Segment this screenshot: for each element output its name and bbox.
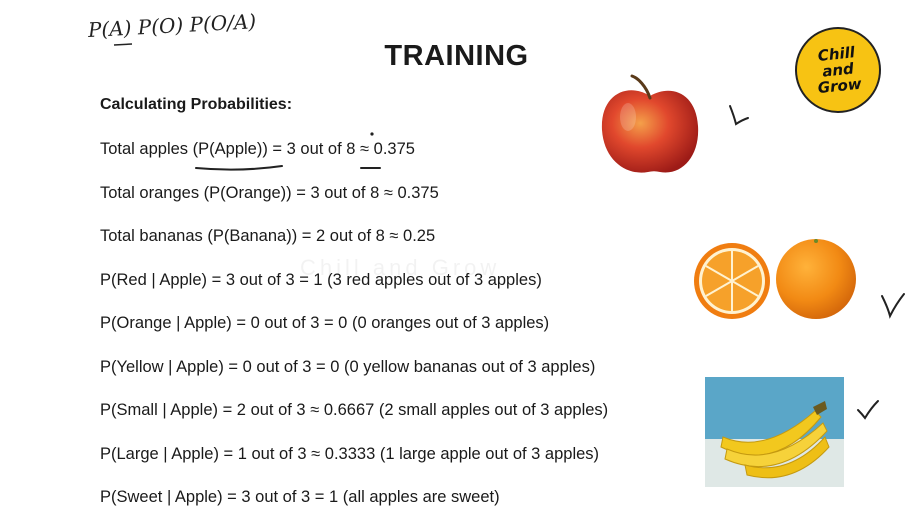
check-mark-icon (881, 293, 905, 319)
section-heading: Calculating Probabilities: (100, 96, 293, 113)
chill-and-grow-logo: Chill and Grow (790, 22, 886, 118)
probability-line-apple: Total apples (P(Apple)) = 3 out of 8 ≈ 0… (100, 140, 415, 158)
probability-line-orange-given-apple: P(Orange | Apple) = 0 out of 3 = 0 (0 or… (100, 314, 550, 332)
handwritten-note: P(A) P(O) P(O/A) (87, 9, 257, 42)
probability-list: Total apples (P(Apple)) = 3 out of 8 ≈ 0… (100, 138, 700, 523)
banana-image (705, 377, 844, 487)
probability-line-red-given-apple: P(Red | Apple) = 3 out of 3 = 1 (3 red a… (100, 270, 542, 289)
orange-image (694, 239, 856, 319)
probability-line-yellow-given-apple: P(Yellow | Apple) = 0 out of 3 = 0 (0 ye… (100, 357, 596, 376)
check-mark-icon (857, 400, 879, 420)
probability-line-small-given-apple: P(Small | Apple) = 2 out of 3 ≈ 0.6667 (… (100, 401, 609, 419)
apple-image (601, 74, 699, 173)
watermark: Chill and Grow (300, 255, 501, 280)
slide-title: TRAINING (384, 40, 529, 72)
check-mark-icon (729, 105, 749, 126)
logo-line-3: Grow (816, 74, 863, 98)
probability-line-sweet-given-apple: P(Sweet | Apple) = 3 out of 3 = 1 (all a… (100, 488, 500, 506)
probability-line-orange: Total oranges (P(Orange)) = 3 out of 8 ≈… (100, 183, 439, 202)
probability-line-banana: Total bananas (P(Banana)) = 2 out of 8 ≈… (100, 227, 436, 245)
probability-line-large-given-apple: P(Large | Apple) = 1 out of 3 ≈ 0.3333 (… (100, 444, 600, 463)
